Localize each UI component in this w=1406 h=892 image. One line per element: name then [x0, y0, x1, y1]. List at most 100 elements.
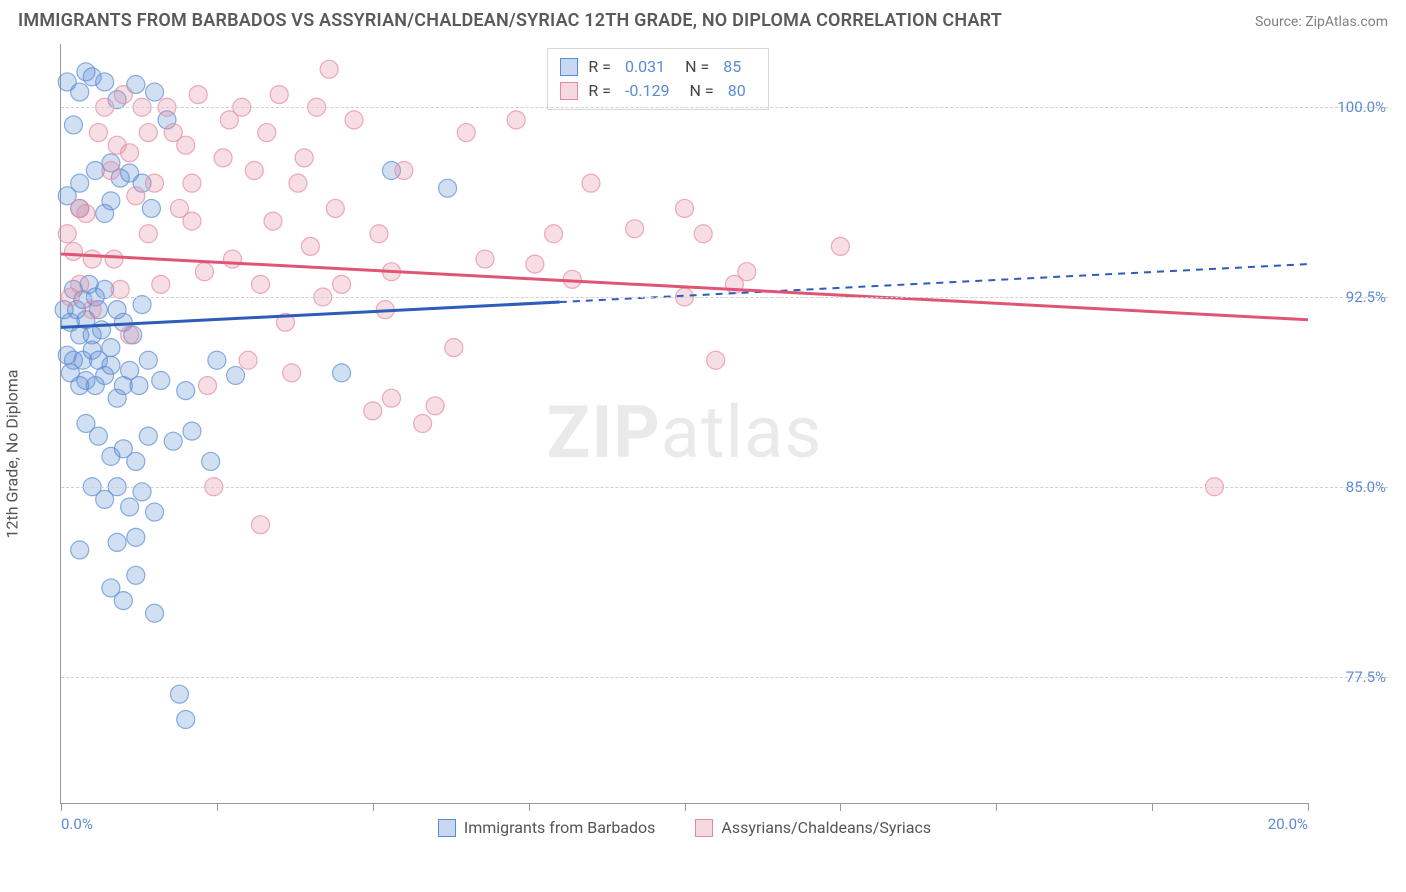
scatter-point [152, 275, 170, 293]
scatter-point [77, 205, 95, 223]
scatter-point [127, 566, 145, 584]
scatter-point [295, 149, 313, 167]
scatter-point [127, 452, 145, 470]
scatter-point [114, 86, 132, 104]
scatter-point [164, 432, 182, 450]
scatter-point [270, 86, 288, 104]
scatter-point [414, 415, 432, 433]
n-label: N = [685, 55, 709, 79]
scatter-point [223, 250, 241, 268]
scatter-point [676, 199, 694, 217]
gridline [61, 677, 1388, 678]
scatter-point [121, 144, 139, 162]
scatter-point [738, 263, 756, 281]
scatter-point [626, 220, 644, 238]
scatter-point [395, 162, 413, 180]
source-attribution: Source: ZipAtlas.com [1255, 14, 1388, 30]
stats-row-series-1: R = 0.031 N = 85 [560, 55, 755, 79]
scatter-point [439, 179, 457, 197]
scatter-point [245, 162, 263, 180]
scatter-point [264, 212, 282, 230]
x-tick-label: 0.0% [61, 815, 93, 833]
stats-legend-box: R = 0.031 N = 85 R = -0.129 N = 80 [547, 48, 768, 110]
scatter-point [142, 199, 160, 217]
bottom-legend: Immigrants from Barbados Assyrians/Chald… [61, 818, 1308, 837]
scatter-point [64, 116, 82, 134]
scatter-point [177, 136, 195, 154]
x-tick [529, 803, 530, 811]
scatter-point [202, 452, 220, 470]
scatter-point [139, 427, 157, 445]
scatter-point [364, 402, 382, 420]
scatter-point [139, 124, 157, 142]
scatter-point [195, 263, 213, 281]
scatter-point [146, 604, 164, 622]
r-value-series-1: 0.031 [625, 55, 665, 79]
scatter-point [146, 83, 164, 101]
scatter-point [289, 174, 307, 192]
x-tick [1152, 803, 1153, 811]
scatter-point [146, 503, 164, 521]
scatter-point [121, 326, 139, 344]
scatter-point [345, 111, 363, 129]
y-tick-label: 77.5% [1346, 668, 1386, 686]
scatter-point [127, 187, 145, 205]
scatter-point [102, 162, 120, 180]
legend-item-series-2: Assyrians/Chaldeans/Syriacs [695, 818, 931, 837]
x-tick [840, 803, 841, 811]
scatter-point [258, 124, 276, 142]
swatch-series-2 [560, 82, 578, 100]
scatter-point [89, 427, 107, 445]
scatter-plot: ZIPatlas R = 0.031 N = 85 R = -0.129 N =… [60, 44, 1308, 804]
scatter-point [199, 377, 217, 395]
r-label: R = [588, 79, 611, 103]
scatter-point [133, 296, 151, 314]
scatter-point [139, 351, 157, 369]
x-tick [685, 803, 686, 811]
y-tick-label: 100.0% [1337, 98, 1386, 116]
y-tick-label: 85.0% [1346, 478, 1386, 496]
scatter-point [326, 199, 344, 217]
scatter-point [146, 174, 164, 192]
legend-label-series-1: Immigrants from Barbados [464, 818, 656, 837]
scatter-point [177, 382, 195, 400]
scatter-point [130, 377, 148, 395]
swatch-series-2 [695, 819, 713, 837]
scatter-point [71, 541, 89, 559]
x-tick [1308, 803, 1309, 811]
scatter-point [71, 275, 89, 293]
scatter-point [133, 483, 151, 501]
scatter-point [102, 356, 120, 374]
scatter-point [707, 351, 725, 369]
n-label: N = [690, 79, 714, 103]
scatter-point [382, 389, 400, 407]
scatter-point [111, 280, 129, 298]
n-value-series-2: 80 [728, 79, 746, 103]
x-tick [61, 803, 62, 811]
scatter-point [301, 237, 319, 255]
scatter-point [71, 83, 89, 101]
scatter-point [694, 225, 712, 243]
stats-row-series-2: R = -0.129 N = 80 [560, 79, 755, 103]
scatter-point [139, 225, 157, 243]
scatter-point [189, 86, 207, 104]
r-value-series-2: -0.129 [625, 79, 670, 103]
scatter-point [105, 250, 123, 268]
scatter-point [177, 711, 195, 729]
scatter-point [831, 237, 849, 255]
chart-container: 12th Grade, No Diploma ZIPatlas R = 0.03… [18, 44, 1388, 864]
scatter-point [89, 124, 107, 142]
scatter-point [476, 250, 494, 268]
scatter-point [208, 351, 226, 369]
scatter-point [370, 225, 388, 243]
scatter-point [183, 174, 201, 192]
scatter-point [582, 174, 600, 192]
scatter-point [426, 397, 444, 415]
chart-title: IMMIGRANTS FROM BARBADOS VS ASSYRIAN/CHA… [18, 10, 1002, 31]
x-tick-label: 20.0% [1268, 815, 1308, 833]
scatter-point [283, 364, 301, 382]
scatter-point [114, 592, 132, 610]
x-tick [373, 803, 374, 811]
scatter-point [64, 242, 82, 260]
scatter-point [545, 225, 563, 243]
